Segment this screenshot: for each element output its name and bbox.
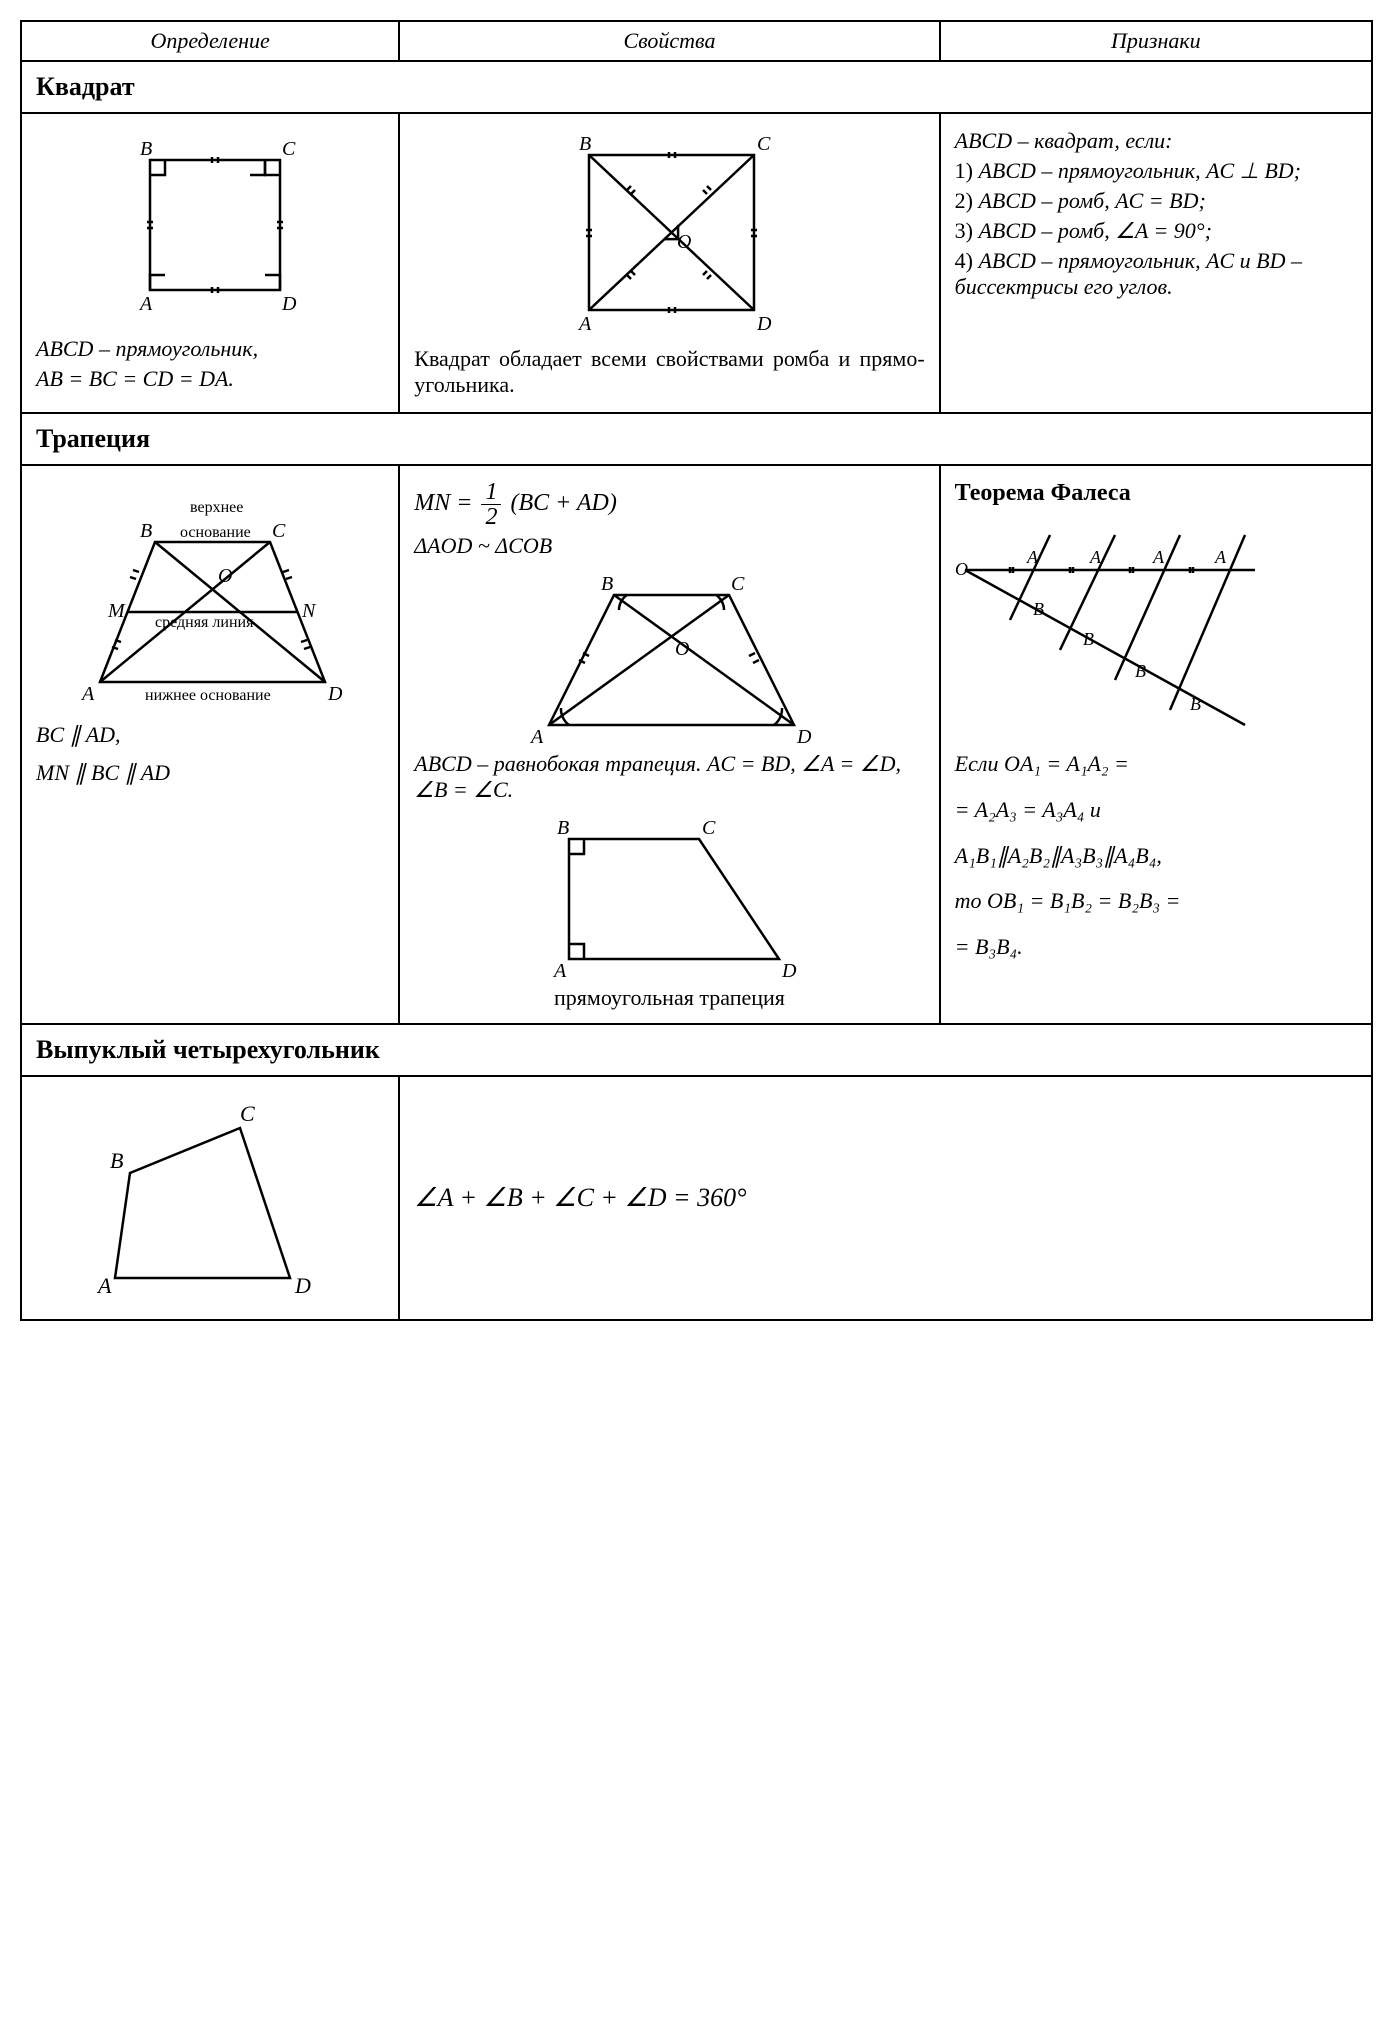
header-definition: Определение	[21, 21, 399, 61]
section-convex-title: Выпуклый четырехугольник	[21, 1024, 1372, 1076]
square-prop-text: Квадрат обладает всеми свойствами ромба …	[414, 346, 924, 398]
trapezoid-right-figure: B C A D	[529, 809, 809, 979]
svg-text:B: B	[1033, 599, 1044, 619]
label-D: D	[327, 683, 343, 705]
trapezoid-criteria-cell: Теорема Фалеса O A A A A B B B B	[940, 465, 1372, 1024]
square-definition-cell: B C A D ABCD – прямо­угольник, AB = BC =…	[21, 113, 399, 413]
label-C: C	[702, 817, 716, 839]
trapezoid-row: верхнее основание средняя линия нижнее о…	[21, 465, 1372, 1024]
trap-mn-pre: MN =	[414, 490, 478, 516]
label-A: A	[552, 960, 567, 979]
square-def-line1: ABCD – прямо­угольник,	[36, 336, 258, 361]
svg-text:A: A	[1152, 547, 1165, 567]
square-crit-3: 3) ABCD – ромб, ∠A = 90°;	[955, 218, 1357, 244]
trap-sim: ΔAOD ~ ΔCOB	[414, 533, 552, 558]
square-def-line2: AB = BC = CD = DA.	[36, 366, 234, 391]
svg-text:O: O	[955, 559, 968, 579]
label-mid: средняя линия	[155, 614, 254, 631]
fraction-half: 12	[481, 480, 501, 529]
svg-text:B: B	[1083, 629, 1094, 649]
square-crit-intro: ABCD – квадрат, ес­ли:	[955, 128, 1173, 153]
label-C: C	[757, 133, 771, 155]
square-crit-2: 2) ABCD – ромб, AC = BD;	[955, 188, 1357, 214]
square-criteria-cell: ABCD – квадрат, ес­ли: 1) ABCD – прямо­у…	[940, 113, 1372, 413]
label-bot: нижнее основание	[145, 687, 271, 704]
section-convex-title-row: Выпуклый четырехугольник	[21, 1024, 1372, 1076]
header-properties: Свойства	[399, 21, 939, 61]
trap-iso-text: ABCD – равнобокая трапе­ция. AC = BD, ∠A…	[414, 751, 901, 802]
square-row: B C A D ABCD – прямо­угольник, AB = BC =…	[21, 113, 1372, 413]
trap-mn-post: (BC + AD)	[510, 490, 616, 516]
convex-figure-cell: A B C D	[21, 1076, 399, 1320]
thales-l5: = B₃B₄.	[955, 934, 1023, 959]
label-A: A	[529, 726, 544, 745]
svg-text:A: A	[1089, 547, 1102, 567]
convex-quad-figure: A B C D	[80, 1093, 340, 1303]
label-D: D	[281, 293, 297, 315]
label-M: M	[107, 600, 126, 622]
convex-row: A B C D ∠A + ∠B + ∠C + ∠D = 360°	[21, 1076, 1372, 1320]
label-D: D	[781, 960, 797, 979]
label-B: B	[110, 1148, 123, 1173]
label-O: O	[677, 231, 691, 253]
thales-title: Теорема Фалеса	[955, 480, 1357, 507]
square-crit-1: 1) ABCD – прямо­угольник, AC ⊥ BD;	[955, 158, 1357, 184]
label-A: A	[577, 313, 592, 335]
label-C: C	[240, 1101, 255, 1126]
header-criteria: Признаки	[940, 21, 1372, 61]
svg-text:B: B	[1135, 661, 1146, 681]
trap-def-line1: BC ∥ AD,	[36, 722, 121, 747]
label-D: D	[756, 313, 772, 335]
trapezoid-def-figure: верхнее основание средняя линия нижнее о…	[70, 482, 350, 712]
convex-formula: ∠A + ∠B + ∠C + ∠D = 360°	[414, 1183, 746, 1212]
label-B: B	[140, 520, 152, 542]
thales-l4: то OB₁ = B₁B₂ = B₂B₃ =	[955, 888, 1181, 913]
thales-l2: = A₂A₃ = A₃A₄ и	[955, 797, 1101, 822]
convex-formula-cell: ∠A + ∠B + ∠C + ∠D = 360°	[399, 1076, 1372, 1320]
label-B: B	[601, 573, 613, 595]
geometry-reference-table: Определение Свойства Признаки Квадрат B	[20, 20, 1373, 1321]
label-O: O	[675, 638, 689, 660]
trap-right-label: прямоугольная трапеция	[414, 985, 924, 1011]
header-row: Определение Свойства Признаки	[21, 21, 1372, 61]
label-B: B	[557, 817, 569, 839]
square-crit-4: 4) ABCD – прямо­угольник, AC и BD – бисс…	[955, 248, 1357, 300]
label-C: C	[282, 138, 296, 160]
svg-text:B: B	[1190, 694, 1201, 714]
trapezoid-definition-cell: верхнее основание средняя линия нижнее о…	[21, 465, 399, 1024]
label-A: A	[80, 683, 95, 705]
section-square-title: Квадрат	[21, 61, 1372, 113]
label-O: O	[218, 565, 232, 587]
square-properties-cell: B C A D O Квадрат обладает всеми свойств…	[399, 113, 939, 413]
label-D: D	[796, 726, 812, 745]
section-trapezoid-title-row: Трапеция	[21, 413, 1372, 465]
trapezoid-properties-cell: MN = 12 (BC + AD) ΔAOD ~ ΔCOB	[399, 465, 939, 1024]
label-D: D	[294, 1273, 311, 1298]
label-B: B	[140, 138, 152, 160]
thales-l3: A₁B₁∥A₂B₂∥A₃B₃∥A₄B₄,	[955, 843, 1162, 868]
square-prop-figure: B C A D O	[539, 130, 799, 340]
section-square-title-row: Квадрат	[21, 61, 1372, 113]
svg-text:A: A	[1026, 547, 1039, 567]
label-A: A	[96, 1273, 112, 1298]
thales-l1: Если OA₁ = A₁A₂ =	[955, 751, 1129, 776]
thales-figure: O A A A A B B B B	[955, 515, 1265, 735]
label-B: B	[579, 133, 591, 155]
label-top2: основание	[180, 524, 251, 541]
label-C: C	[272, 520, 286, 542]
label-N: N	[301, 600, 317, 622]
label-C: C	[731, 573, 745, 595]
section-trapezoid-title: Трапеция	[21, 413, 1372, 465]
svg-text:A: A	[1214, 547, 1227, 567]
label-A: A	[138, 293, 153, 315]
trap-def-line2: MN ∥ BC ∥ AD	[36, 760, 170, 785]
label-top1: верхнее	[190, 499, 243, 516]
square-def-figure: B C A D	[110, 130, 310, 330]
trapezoid-iso-figure: B C A D O	[519, 565, 819, 745]
